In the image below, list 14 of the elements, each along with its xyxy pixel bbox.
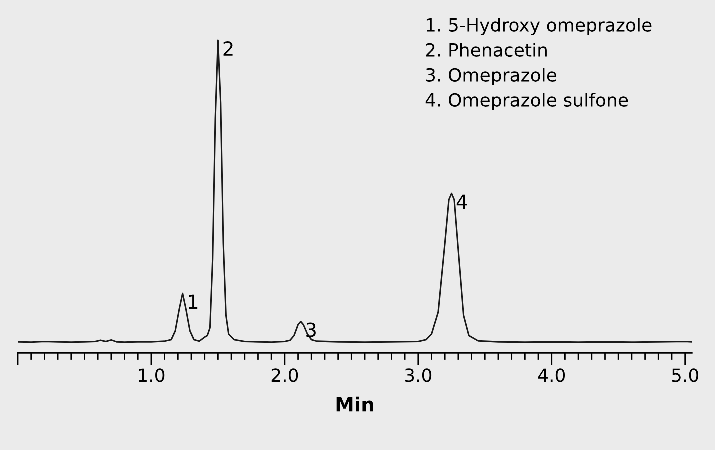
annotation: 4. Omeprazole sulfone [426, 93, 628, 110]
text: 1. 5-Hydroxy omeprazole [426, 18, 652, 36]
annotation: 1 [189, 294, 198, 310]
annotation: 2. Phenacetin [426, 43, 547, 57]
x-tick-label: 5.0 [672, 368, 698, 382]
annotation: 2 [224, 41, 233, 56]
x-tick-label: 4.0 [538, 368, 566, 382]
annotation: 3. Omeprazole [426, 68, 557, 86]
x-tick-label: 2.0 [272, 368, 298, 382]
x-tick-label: 1.0 [139, 368, 165, 382]
x-tick-label: 3.0 [405, 368, 432, 382]
annotation: 4 [456, 194, 468, 210]
x-axis-title: Min [336, 396, 374, 412]
annotation: 3 [306, 322, 316, 338]
